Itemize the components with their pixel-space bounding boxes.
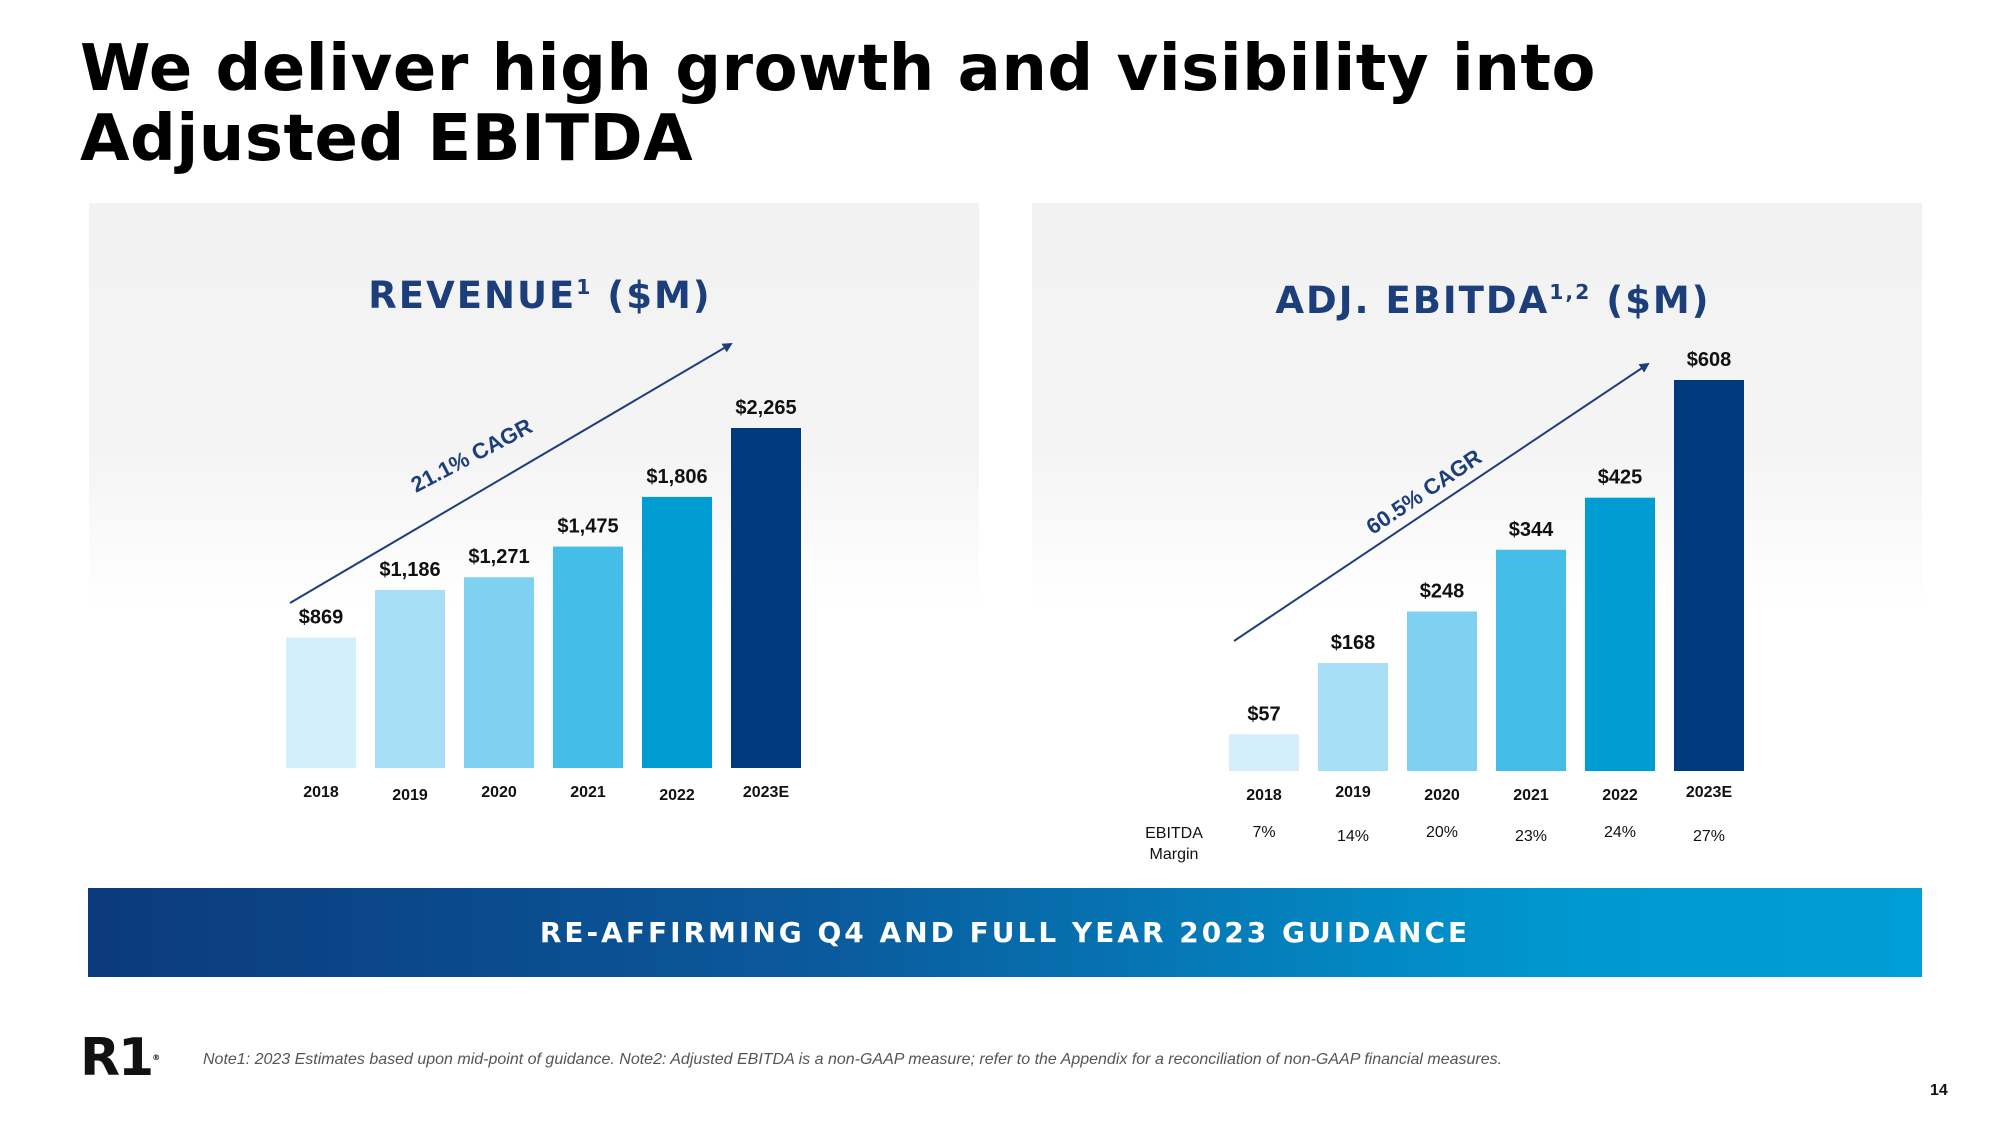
- ebitda-chart-panel: [1032, 203, 1922, 613]
- ebitda-margin-2019: 14%: [1337, 828, 1369, 845]
- ebitda-margin-2018: 7%: [1252, 824, 1275, 841]
- revenue-value-label-2022: $1,806: [646, 466, 707, 488]
- revenue-tick-label-2023E: 2023E: [743, 784, 790, 801]
- ebitda-chart-title: ADJ. EBITDA1,2 ($M): [1275, 279, 1710, 322]
- revenue-bar-2019: [375, 589, 445, 768]
- revenue-value-label-2021: $1,475: [557, 516, 618, 538]
- ebitda-tick-label-2019: 2019: [1335, 784, 1371, 801]
- ebitda-margin-2022: 24%: [1604, 824, 1636, 841]
- page-title-line-2: Adjusted EBITDA: [80, 102, 694, 176]
- revenue-chart-title: REVENUE1 ($M): [368, 274, 711, 317]
- revenue-cagr-arrow: [289, 342, 733, 604]
- ebitda-tick-label-2022: 2022: [1602, 787, 1638, 804]
- r1-logo-text: R1: [80, 1028, 154, 1088]
- r1-logo: R1®: [80, 1032, 160, 1084]
- revenue-bar-2023E: [731, 428, 801, 768]
- revenue-value-label-2020: $1,271: [468, 546, 529, 568]
- ebitda-tick-label-2023E: 2023E: [1686, 784, 1733, 801]
- revenue-chart-panel: [89, 203, 979, 613]
- guidance-banner-text: RE-AFFIRMING Q4 AND FULL YEAR 2023 GUIDA…: [539, 916, 1471, 949]
- ebitda-bar-2023E: [1674, 380, 1744, 771]
- revenue-value-label-2019: $1,186: [379, 559, 440, 581]
- page-title: We deliver high growth and visibility in…: [80, 34, 1596, 174]
- revenue-cagr-label: 21.1% CAGR: [407, 413, 537, 497]
- ebitda-value-label-2021: $344: [1509, 519, 1554, 541]
- revenue-bar-2021: [553, 546, 623, 768]
- ebitda-margin-row-label-2: Margin: [1150, 846, 1199, 863]
- ebitda-tick-label-2021: 2021: [1513, 787, 1549, 804]
- ebitda-bar-2020: [1407, 611, 1477, 771]
- ebitda-tick-label-2020: 2020: [1424, 787, 1460, 804]
- ebitda-margin-row-label-1: EBITDA: [1145, 825, 1203, 842]
- ebitda-bar-2022: [1585, 497, 1655, 771]
- registered-mark: ®: [152, 1053, 161, 1062]
- ebitda-margin-2020: 20%: [1426, 824, 1458, 841]
- revenue-tick-label-2020: 2020: [481, 784, 517, 801]
- ebitda-value-label-2020: $248: [1420, 581, 1465, 603]
- ebitda-tick-label-2018: 2018: [1246, 787, 1282, 804]
- guidance-banner: RE-AFFIRMING Q4 AND FULL YEAR 2023 GUIDA…: [88, 888, 1922, 977]
- ebitda-value-label-2019: $168: [1331, 632, 1376, 654]
- ebitda-margin-2023E: 27%: [1693, 828, 1725, 845]
- page-title-line-1: We deliver high growth and visibility in…: [80, 32, 1596, 106]
- revenue-tick-label-2021: 2021: [570, 784, 606, 801]
- ebitda-cagr-label: 60.5% CAGR: [1362, 444, 1487, 539]
- page-number: 14: [1930, 1082, 1948, 1099]
- revenue-value-label-2018: $869: [299, 607, 344, 629]
- revenue-value-label-2023E: $2,265: [735, 397, 796, 419]
- revenue-tick-label-2019: 2019: [392, 787, 428, 804]
- revenue-bar-2018: [286, 637, 356, 768]
- ebitda-bar-2018: [1229, 734, 1299, 771]
- ebitda-cagr-arrow: [1233, 362, 1650, 642]
- ebitda-margin-2021: 23%: [1515, 828, 1547, 845]
- charts-canvas: REVENUE1 ($M) $869 2018 $1,186 2019 $1,271 202…: [286, 274, 1744, 863]
- revenue-bar-2020: [464, 577, 534, 768]
- ebitda-bar-2021: [1496, 549, 1566, 771]
- revenue-bar-2022: [642, 496, 712, 768]
- revenue-tick-label-2018: 2018: [303, 784, 339, 801]
- ebitda-value-label-2018: $57: [1247, 703, 1280, 725]
- ebitda-value-label-2022: $425: [1598, 467, 1643, 489]
- ebitda-bar-2019: [1318, 662, 1388, 771]
- footnote: Note1: 2023 Estimates based upon mid-poi…: [203, 1051, 1503, 1068]
- revenue-tick-label-2022: 2022: [659, 787, 695, 804]
- ebitda-value-label-2023E: $608: [1687, 349, 1732, 371]
